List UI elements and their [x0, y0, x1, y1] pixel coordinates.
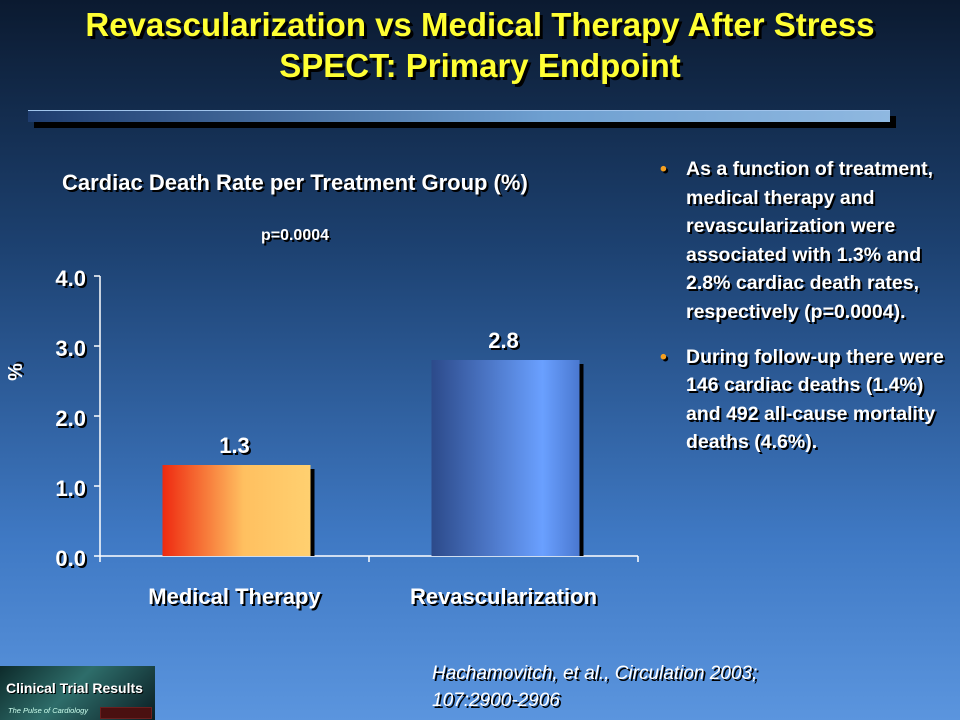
- bullet-item: • During follow-up there were 146 cardia…: [658, 343, 950, 457]
- bar: [431, 360, 580, 556]
- citation-line-1: Hachamovitch, et al., Circulation 2003;: [432, 663, 758, 684]
- x-tick-label: Revascularization: [410, 584, 597, 609]
- p-value-label: p=0.0004: [261, 227, 329, 244]
- slide-title: Revascularization vs Medical Therapy Aft…: [0, 4, 960, 86]
- p-value-label-shadow: p=0.0004: [263, 229, 331, 246]
- y-axis-label: %: [5, 363, 27, 381]
- y-tick-label-shadow: 4.0: [57, 268, 88, 293]
- slide-title-line-1: Revascularization vs Medical Therapy Aft…: [85, 6, 875, 43]
- chart-title: Cardiac Death Rate per Treatment Group (…: [62, 170, 528, 195]
- y-tick-label-shadow: 2.0: [57, 408, 88, 433]
- bullet-item: • As a function of treatment, medical th…: [658, 155, 950, 327]
- bullet-text: As a function of treatment, medical ther…: [686, 158, 934, 323]
- bar-value-label: 1.3: [219, 433, 250, 458]
- x-tick-label-shadow: Revascularization: [412, 586, 599, 611]
- bar: [162, 465, 311, 556]
- bar-value-label-shadow: 2.8: [490, 330, 521, 355]
- y-tick-label: 3.0: [55, 336, 86, 361]
- y-tick-label-shadow: 0.0: [57, 548, 88, 573]
- bullet-dot-icon: •: [660, 345, 667, 368]
- bar-value-label: 2.8: [488, 328, 519, 353]
- bar-chart: p=0.0004p=0.0004%%0.00.01.01.02.02.03.03…: [5, 227, 600, 611]
- logo-tagline: The Pulse of Cardiology: [8, 706, 89, 715]
- logo-name: Clinical Trial Results: [6, 680, 143, 696]
- title-underline: [28, 110, 890, 122]
- citation-line-2: 107:2900-2906: [432, 690, 560, 711]
- y-tick-label-shadow: 1.0: [57, 478, 88, 503]
- y-tick-label-shadow: 3.0: [57, 338, 88, 363]
- y-axis-label-shadow: %: [7, 361, 29, 379]
- y-tick-label: 4.0: [55, 266, 86, 291]
- y-tick-label: 0.0: [55, 546, 86, 571]
- logo: Clinical Trial Results The Pulse of Card…: [0, 666, 155, 720]
- logo-decoration: [100, 707, 152, 719]
- slide-title-line-2: SPECT: Primary Endpoint: [279, 47, 681, 84]
- x-tick-label-shadow: Medical Therapy: [150, 586, 323, 611]
- bar-value-label-shadow: 1.3: [221, 435, 252, 460]
- y-tick-label: 1.0: [55, 476, 86, 501]
- y-tick-label: 2.0: [55, 406, 86, 431]
- bullet-list: • As a function of treatment, medical th…: [658, 155, 950, 473]
- x-tick-label: Medical Therapy: [148, 584, 321, 609]
- bullet-dot-icon: •: [660, 158, 667, 180]
- citation: Hachamovitch, et al., Circulation 2003; …: [432, 660, 932, 714]
- bullet-text: During follow-up there were 146 cardiac …: [686, 345, 944, 454]
